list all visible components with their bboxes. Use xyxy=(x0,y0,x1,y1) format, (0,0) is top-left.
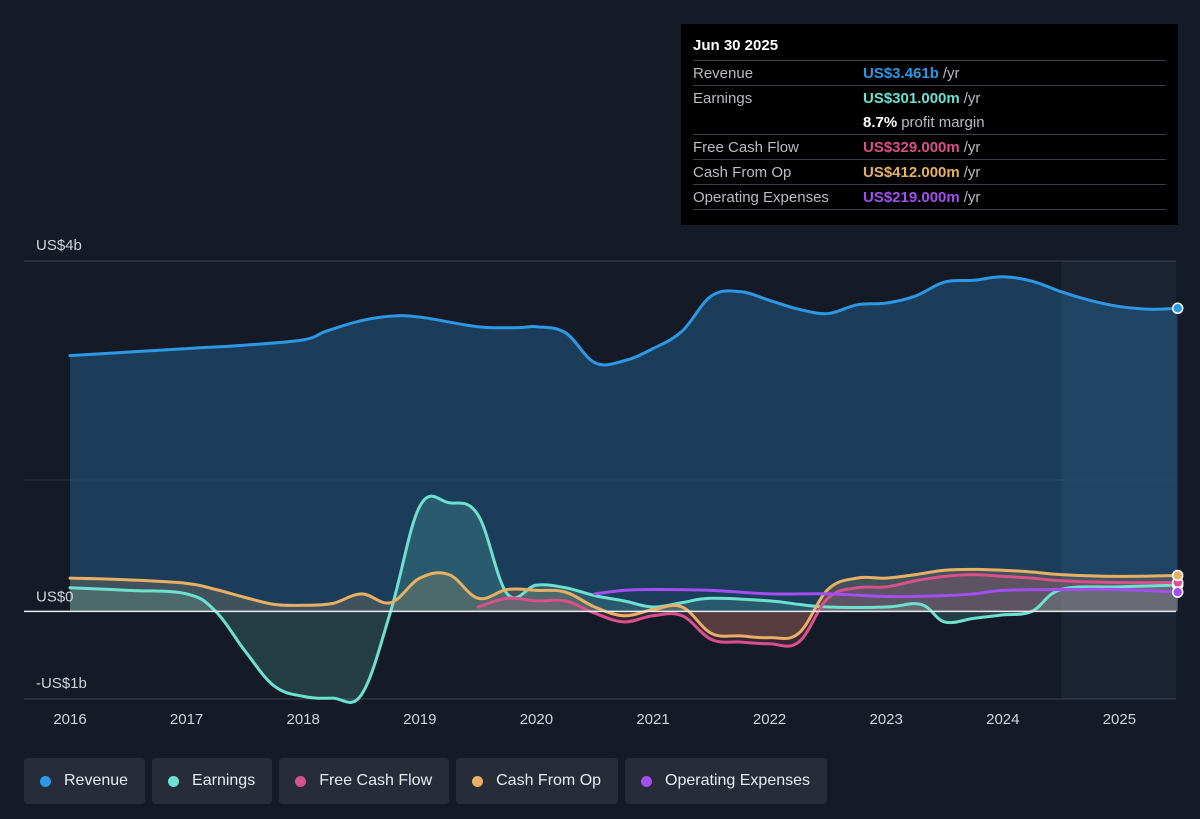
tooltip-row: Cash From Op US$412.000m/yr xyxy=(693,159,1166,184)
legend-item-earnings[interactable]: Earnings xyxy=(152,758,273,804)
tooltip-value: 8.7% xyxy=(863,113,898,131)
legend-item-revenue[interactable]: Revenue xyxy=(24,758,146,804)
legend-label: Operating Expenses xyxy=(665,772,811,789)
legend-item-cash-from-op[interactable]: Cash From Op xyxy=(456,758,619,804)
series-area-earnings xyxy=(70,496,1178,703)
tooltip-label: Operating Expenses xyxy=(693,188,829,206)
x-tick-label: 2024 xyxy=(986,711,1019,728)
legend-dot-icon xyxy=(40,775,51,787)
legend-dot-icon xyxy=(295,775,307,787)
x-tick-label: 2017 xyxy=(170,711,203,728)
x-tick-label: 2022 xyxy=(753,711,786,728)
tooltip-unit: /yr xyxy=(963,89,981,107)
series-line-revenue xyxy=(68,275,1180,367)
x-tick-label: 2016 xyxy=(53,711,86,728)
tooltip-label: Free Cash Flow xyxy=(693,138,799,156)
tooltip-value: US$301.000m xyxy=(863,89,960,107)
legend-dot-icon xyxy=(472,775,484,787)
legend-label: Earnings xyxy=(192,772,256,789)
legend-dot-icon xyxy=(641,775,653,787)
tooltip-row: Revenue US$3.461b/yr xyxy=(693,60,1166,85)
series-end-marker xyxy=(1171,569,1184,582)
tooltip-unit: /yr xyxy=(963,138,981,156)
tooltip-date: Jun 30 2025 xyxy=(693,37,779,54)
tooltip-label: Revenue xyxy=(693,64,754,82)
x-tick-label: 2019 xyxy=(403,711,436,728)
series-area-revenue xyxy=(70,276,1178,612)
legend-dot-icon xyxy=(168,775,180,787)
tooltip-row: Free Cash Flow US$329.000m/yr xyxy=(693,134,1166,159)
tooltip-label: Earnings xyxy=(693,89,753,107)
legend-item-operating-expenses[interactable]: Operating Expenses xyxy=(625,758,828,804)
series-line-earnings xyxy=(68,494,1180,704)
tooltip-row: Earnings US$301.000m/yr xyxy=(693,85,1166,110)
tooltip-unit: profit margin xyxy=(901,113,985,131)
legend: Revenue Earnings Free Cash Flow Cash From O… xyxy=(24,758,828,804)
tooltip-unit: /yr xyxy=(963,163,981,181)
x-tick-label: 2023 xyxy=(870,711,903,728)
legend-item-free-cash-flow[interactable]: Free Cash Flow xyxy=(279,758,450,804)
tooltip-value: US$412.000m xyxy=(863,163,960,181)
x-tick-label: 2018 xyxy=(287,711,320,728)
tooltip-unit: /yr xyxy=(942,64,960,82)
x-tick-label: 2020 xyxy=(520,711,553,728)
tooltip-row: 8.7% profit margin xyxy=(693,110,1166,134)
series-line-cash-from-op xyxy=(68,567,1180,641)
series-end-marker xyxy=(1171,586,1184,598)
series-area-free-cash-flow xyxy=(478,574,1178,647)
legend-label: Cash From Op xyxy=(496,772,602,789)
tooltip-unit: /yr xyxy=(963,188,981,206)
y-tick-label: US$0 xyxy=(36,588,74,605)
series-end-marker xyxy=(1171,302,1184,315)
y-tick-label: US$4b xyxy=(36,237,82,254)
x-tick-label: 2025 xyxy=(1103,711,1136,728)
tooltip-value: US$3.461b xyxy=(863,64,939,82)
x-tick-label: 2021 xyxy=(636,711,669,728)
tooltip-value: US$219.000m xyxy=(863,188,960,206)
tooltip-label: Cash From Op xyxy=(693,163,792,181)
legend-label: Free Cash Flow xyxy=(319,772,433,789)
series-area-cash-from-op xyxy=(70,569,1178,639)
y-tick-label: -US$1b xyxy=(36,675,87,692)
tooltip-row: Operating Expenses US$219.000m/yr xyxy=(693,184,1166,210)
legend-label: Revenue xyxy=(64,772,129,789)
tooltip-panel: Jun 30 2025 Revenue US$3.461b/yr Earnings U… xyxy=(681,24,1178,225)
series-line-free-cash-flow xyxy=(476,573,1180,648)
series-line-operating-expenses xyxy=(593,587,1180,599)
tooltip-value: US$329.000m xyxy=(863,138,960,156)
